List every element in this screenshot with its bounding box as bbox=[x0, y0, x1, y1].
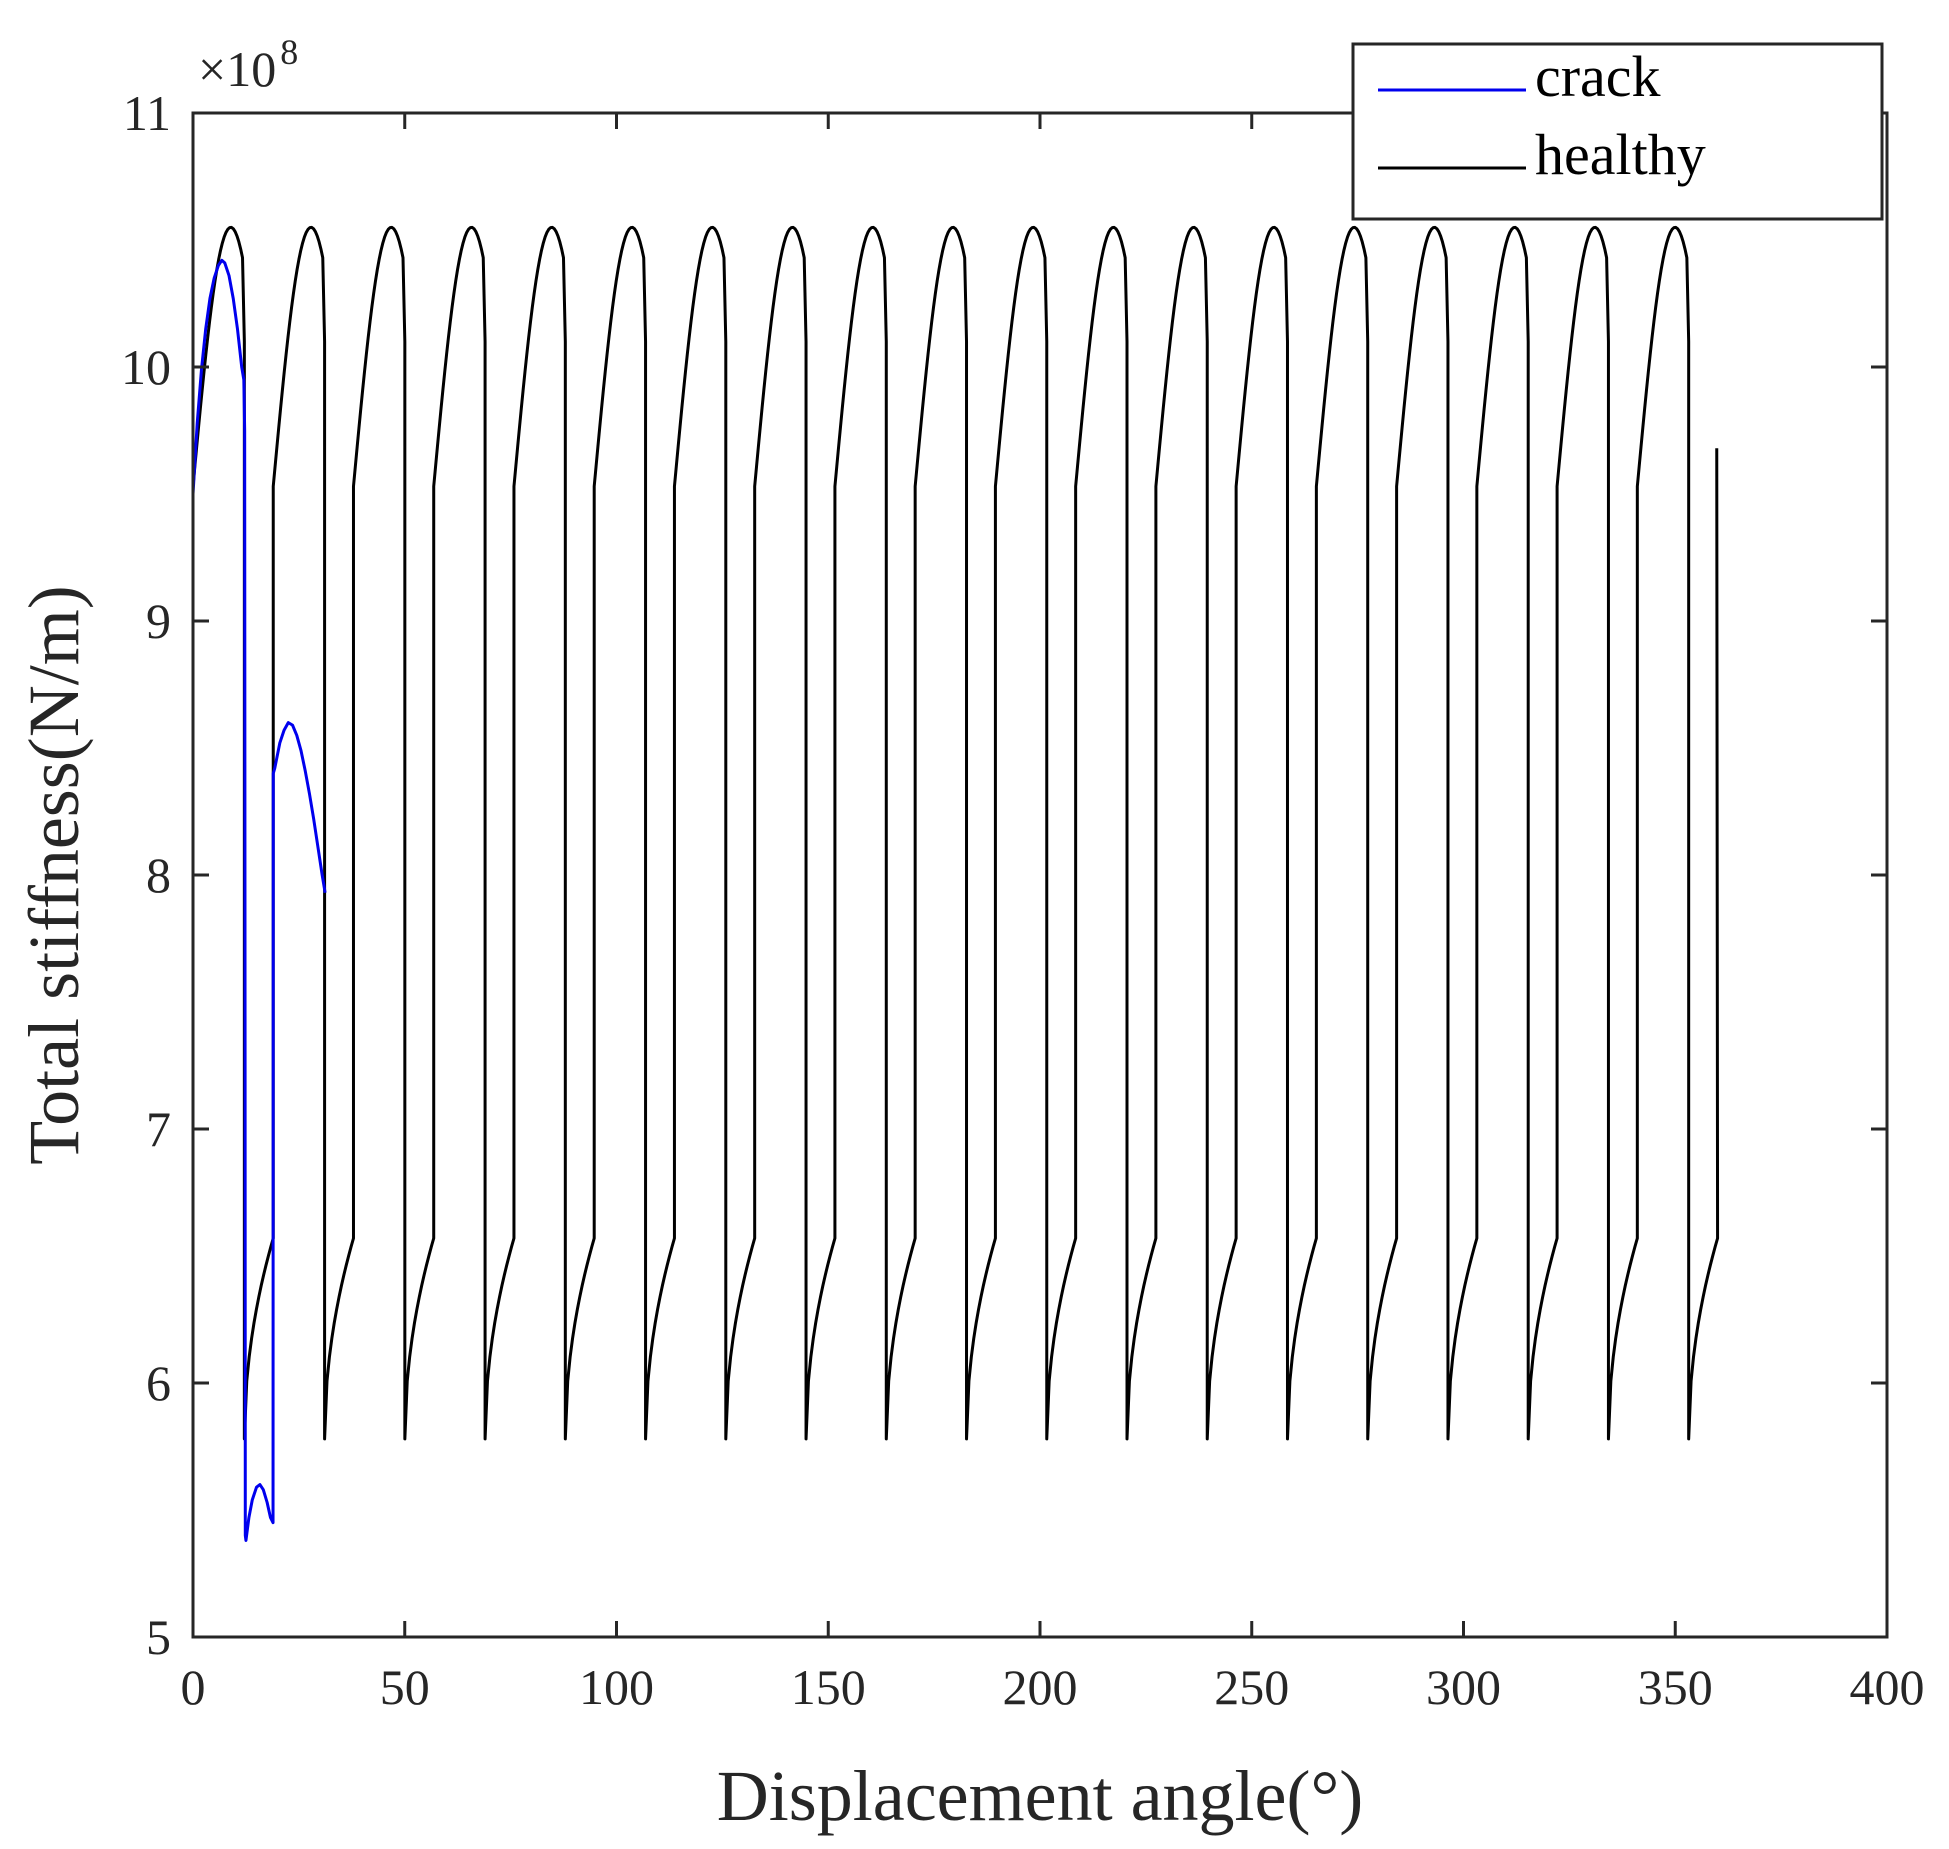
x-tick-label: 100 bbox=[579, 1659, 654, 1715]
x-tick-label: 50 bbox=[380, 1659, 430, 1715]
legend-label-healthy: healthy bbox=[1535, 122, 1706, 187]
x-tick-label: 150 bbox=[791, 1659, 866, 1715]
x-tick-label: 400 bbox=[1850, 1659, 1925, 1715]
plot-area bbox=[193, 113, 1887, 1637]
legend: crack healthy bbox=[1351, 42, 1884, 221]
y-tick-label: 9 bbox=[146, 593, 171, 649]
y-tick-label: 6 bbox=[146, 1355, 171, 1411]
y-tick-label: 5 bbox=[146, 1609, 171, 1665]
y-tick-labels: 5 6 7 8 9 10 11 bbox=[121, 85, 171, 1665]
x-tick-label: 200 bbox=[1003, 1659, 1078, 1715]
y-exponent-power: 8 bbox=[280, 32, 298, 72]
series-layer bbox=[191, 225, 1720, 1542]
x-tick-label: 250 bbox=[1214, 1659, 1289, 1715]
y-exponent-label: ×10 8 bbox=[198, 32, 298, 97]
x-tick-label: 350 bbox=[1638, 1659, 1713, 1715]
y-tick-label: 11 bbox=[123, 85, 171, 141]
x-axis-title: Displacement angle(°) bbox=[717, 1756, 1364, 1836]
y-exponent-base: ×10 bbox=[198, 41, 276, 97]
series-healthy-line bbox=[191, 225, 1720, 1441]
y-tick-label: 10 bbox=[121, 339, 171, 395]
x-tick-label: 300 bbox=[1426, 1659, 1501, 1715]
y-axis-title: Total stiffness(N/m) bbox=[14, 585, 94, 1165]
x-tick-labels: 0 50 100 150 200 250 300 350 400 bbox=[181, 1659, 1925, 1715]
y-tick-label: 7 bbox=[146, 1101, 171, 1157]
y-tick-label: 8 bbox=[146, 847, 171, 903]
legend-label-crack: crack bbox=[1535, 44, 1661, 109]
legend-box bbox=[1351, 42, 1884, 221]
x-tick-label: 0 bbox=[181, 1659, 206, 1715]
series-crack-line bbox=[191, 258, 327, 1542]
